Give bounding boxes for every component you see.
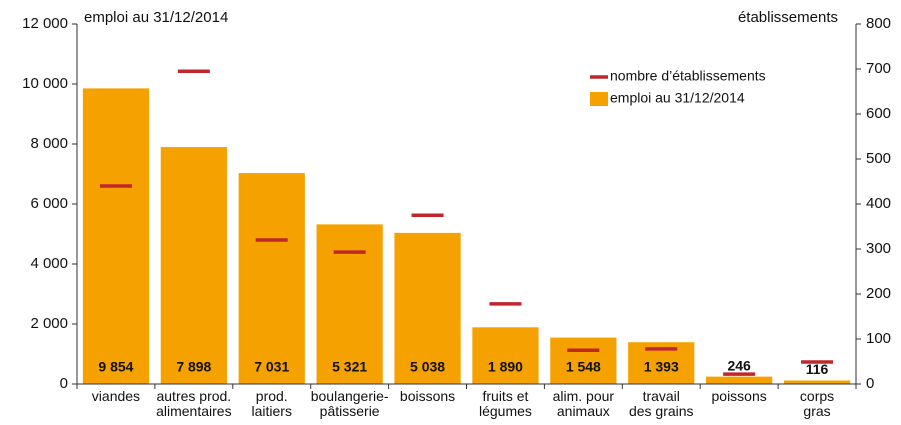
data-label: 116	[806, 361, 829, 377]
legend-swatch	[590, 92, 608, 106]
bar	[160, 147, 227, 384]
x-tick-label: alim. pour animaux	[552, 388, 615, 419]
y2-tick-label: 200	[866, 285, 891, 302]
y2-tick-label: 0	[866, 375, 874, 392]
x-tick-label: boulangerie- pâtisserie	[310, 388, 389, 419]
legend-label: emploi au 31/12/2014	[610, 90, 745, 106]
y-tick-label: 10 000	[22, 75, 68, 92]
x-tick-label: prod. laitiers	[251, 388, 292, 419]
data-label: 5 321	[332, 359, 367, 375]
x-tick-label: travail des grains	[628, 388, 694, 419]
data-label: 9 854	[98, 359, 133, 375]
y-tick-label: 4 000	[30, 255, 68, 272]
y-tick-label: 12 000	[22, 15, 68, 32]
data-label: 1 548	[566, 359, 601, 375]
y2-tick-label: 300	[866, 240, 891, 257]
data-label: 7 031	[254, 359, 289, 375]
data-label: 1 393	[644, 359, 679, 375]
legend-label: nombre d’établissements	[610, 68, 766, 84]
bar	[394, 232, 461, 384]
data-label: 5 038	[410, 359, 445, 375]
y2-tick-label: 600	[866, 105, 891, 122]
data-label: 1 890	[488, 359, 523, 375]
y2-tick-label: 400	[866, 195, 891, 212]
x-tick-label: boissons	[399, 388, 456, 404]
x-tick-label: corps gras	[799, 388, 835, 419]
bar	[706, 376, 773, 384]
x-tick-label: fruits et légumes	[478, 388, 532, 419]
bar	[82, 88, 150, 384]
y-tick-label: 2 000	[30, 315, 68, 332]
y2-tick-label: 100	[866, 330, 891, 347]
data-label: 7 898	[176, 359, 211, 375]
bar	[472, 327, 539, 384]
y-tick-label: 8 000	[30, 135, 68, 152]
y-tick-label: 6 000	[30, 195, 68, 212]
y-tick-label: 0	[60, 375, 68, 392]
bar	[783, 380, 851, 384]
y-axis-title: emploi au 31/12/2014	[84, 9, 228, 26]
y2-tick-label: 500	[866, 150, 891, 167]
x-tick-label: poissons	[711, 388, 767, 404]
bar	[550, 337, 617, 384]
bar	[238, 173, 305, 384]
x-tick-label: viandes	[91, 388, 141, 404]
y2-axis-title: établissements	[738, 9, 838, 26]
data-label: 246	[727, 357, 751, 373]
y2-tick-label: 700	[866, 60, 891, 77]
x-tick-label: autres prod. alimentaires	[156, 388, 232, 419]
y2-tick-label: 800	[866, 15, 891, 32]
